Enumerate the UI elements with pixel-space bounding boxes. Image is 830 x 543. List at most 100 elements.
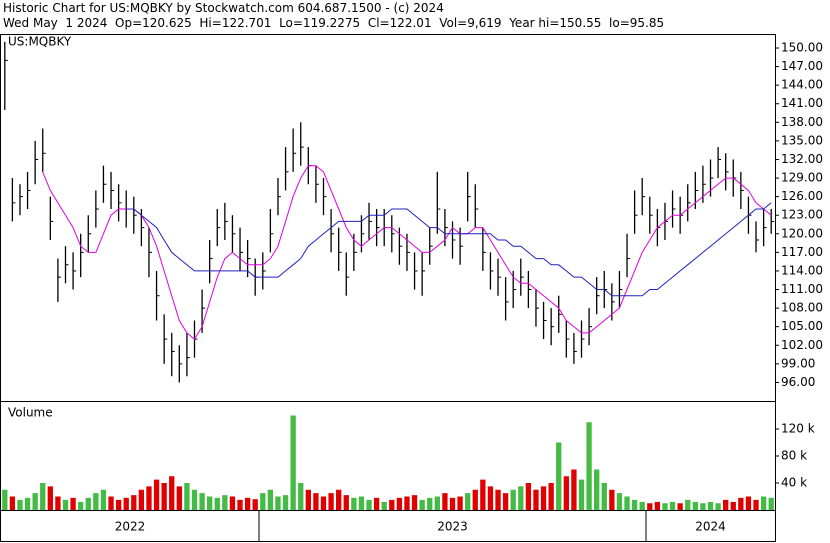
volume-bar bbox=[146, 486, 152, 510]
x-tick-label: 2022 bbox=[115, 520, 146, 534]
volume-bar bbox=[169, 476, 175, 510]
volume-bar bbox=[131, 495, 137, 510]
volume-bar bbox=[594, 469, 600, 510]
volume-bar bbox=[487, 486, 494, 510]
volume-bar bbox=[442, 493, 448, 510]
volume-bar bbox=[93, 493, 99, 510]
volume-bar bbox=[715, 503, 721, 510]
volume-bar bbox=[358, 496, 365, 510]
volume-bar bbox=[199, 493, 205, 510]
volume-label: Volume bbox=[8, 406, 53, 420]
volume-bar bbox=[472, 489, 478, 510]
volume-bar bbox=[434, 496, 440, 510]
y-tick-label: 99.00 bbox=[781, 356, 815, 370]
y-tick-label: 96.00 bbox=[781, 375, 815, 389]
volume-bar bbox=[730, 501, 736, 510]
volume-bar bbox=[275, 496, 281, 510]
volume-bar bbox=[62, 499, 69, 510]
volume-bar bbox=[745, 496, 752, 510]
volume-bar bbox=[738, 497, 744, 510]
volume-bar bbox=[282, 495, 289, 510]
volume-bar bbox=[313, 493, 319, 510]
volume-bar bbox=[692, 501, 698, 510]
volume-bar bbox=[320, 496, 327, 510]
volume-bar bbox=[449, 497, 456, 510]
volume-bar bbox=[184, 483, 190, 510]
volume-bar bbox=[85, 497, 91, 510]
volume-bar bbox=[669, 501, 676, 510]
volume-bar bbox=[70, 497, 76, 510]
volume-bar bbox=[78, 501, 84, 510]
volume-bar bbox=[723, 499, 729, 510]
price-frame bbox=[0, 34, 776, 402]
volume-bar bbox=[260, 493, 266, 510]
volume-bar bbox=[396, 497, 403, 510]
volume-bar bbox=[768, 497, 774, 510]
date-frame bbox=[0, 510, 776, 542]
volume-bar bbox=[191, 489, 198, 510]
volume-bar bbox=[55, 496, 61, 510]
y-tick-label: 126.00 bbox=[781, 189, 823, 203]
volume-bar bbox=[753, 499, 759, 510]
y-tick-label: 138.00 bbox=[781, 115, 823, 129]
volume-bar bbox=[510, 489, 516, 510]
y-tick-label: 114.00 bbox=[781, 263, 823, 277]
y-tick-label: 141.00 bbox=[781, 96, 823, 110]
y-tick-label: 135.00 bbox=[781, 133, 823, 147]
x-tick-label: 2023 bbox=[437, 520, 468, 534]
header-quote: Wed May 1 2024 Op=120.625 Hi=122.701 Lo=… bbox=[3, 16, 665, 30]
volume-bar bbox=[404, 496, 410, 510]
volume-bar bbox=[244, 497, 251, 510]
volume-bar bbox=[518, 486, 524, 510]
y-tick-label: 147.00 bbox=[781, 59, 823, 73]
header-title: Historic Chart for US:MQBKY by Stockwatc… bbox=[3, 1, 444, 15]
volume-bar bbox=[616, 493, 623, 510]
volume-bar bbox=[389, 499, 395, 510]
price-label: US:MQBKY bbox=[8, 35, 72, 49]
volume-bar bbox=[639, 501, 645, 510]
volume-bar bbox=[624, 496, 630, 510]
y2-tick-label: 120 k bbox=[781, 422, 815, 436]
volume-bar bbox=[457, 496, 463, 510]
volume-bar bbox=[609, 489, 615, 510]
volume-bar bbox=[480, 479, 486, 510]
volume-bar bbox=[700, 503, 706, 510]
y-tick-label: 144.00 bbox=[781, 78, 823, 92]
volume-bar bbox=[677, 503, 683, 510]
volume-bar bbox=[305, 489, 311, 510]
volume-bar bbox=[207, 496, 213, 510]
volume-bar bbox=[540, 486, 547, 510]
moving-average bbox=[42, 165, 772, 340]
volume-bar bbox=[654, 501, 661, 510]
volume-bar bbox=[525, 483, 532, 510]
y-tick-label: 150.00 bbox=[781, 41, 823, 55]
volume-bar bbox=[419, 499, 425, 510]
volume-bar bbox=[707, 501, 714, 510]
x-tick-label: 2024 bbox=[695, 520, 726, 534]
volume-bar bbox=[237, 499, 243, 510]
volume-bar bbox=[556, 442, 562, 510]
volume-bar bbox=[502, 493, 509, 510]
y2-tick-label: 40 k bbox=[781, 476, 807, 490]
volume-bar bbox=[366, 499, 372, 510]
volume-bar bbox=[138, 489, 145, 510]
volume-bar bbox=[2, 489, 8, 510]
y2-tick-label: 80 k bbox=[781, 449, 807, 463]
volume-bar bbox=[40, 483, 46, 510]
volume-bar bbox=[214, 497, 220, 510]
volume-bar bbox=[631, 499, 638, 510]
volume-bar bbox=[161, 483, 167, 510]
volume-bar bbox=[123, 497, 129, 510]
y-tick-label: 123.00 bbox=[781, 208, 823, 222]
volume-bar bbox=[290, 415, 296, 510]
y-tick-label: 132.00 bbox=[781, 152, 823, 166]
y-tick-label: 129.00 bbox=[781, 171, 823, 185]
y-tick-label: 108.00 bbox=[781, 301, 823, 315]
volume-bar bbox=[252, 499, 258, 510]
volume-bar bbox=[328, 493, 334, 510]
volume-bar bbox=[601, 483, 607, 510]
y-tick-label: 111.00 bbox=[781, 282, 823, 296]
y-tick-label: 105.00 bbox=[781, 319, 823, 333]
volume-bar bbox=[662, 503, 668, 510]
